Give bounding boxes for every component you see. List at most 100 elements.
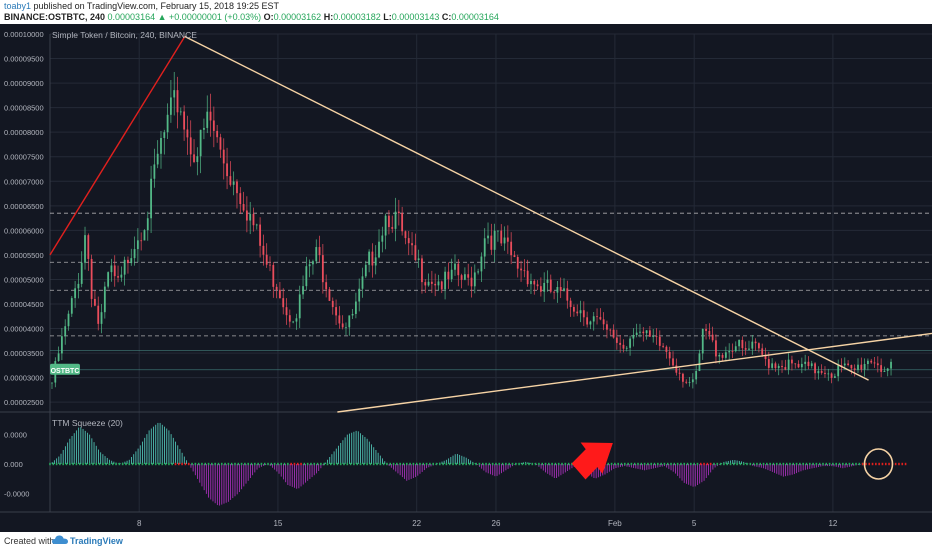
candle-body bbox=[678, 372, 681, 374]
candle-body bbox=[351, 313, 354, 316]
squeeze-dot bbox=[858, 462, 861, 466]
price-tick-label: 0.00003000 bbox=[4, 374, 44, 383]
candle-body bbox=[90, 258, 93, 299]
squeeze-dot bbox=[772, 462, 775, 466]
candle-body bbox=[196, 156, 199, 163]
squeeze-dot-active bbox=[881, 462, 884, 466]
candle-body bbox=[566, 288, 569, 301]
candle-body bbox=[824, 372, 826, 374]
author-link[interactable]: toaby1 bbox=[4, 1, 32, 11]
price-tick-label: 0.00005500 bbox=[4, 251, 44, 260]
created-with-text: Created with bbox=[4, 536, 55, 546]
candle-body bbox=[57, 353, 60, 362]
candle-body bbox=[305, 266, 308, 287]
squeeze-dot bbox=[508, 462, 510, 466]
candle-body bbox=[401, 213, 404, 232]
candle-body bbox=[599, 317, 602, 320]
squeeze-dot bbox=[214, 462, 216, 466]
squeeze-dot bbox=[729, 462, 732, 466]
squeeze-dot bbox=[270, 462, 273, 466]
squeeze-dot bbox=[752, 462, 755, 466]
candle-body bbox=[497, 230, 499, 232]
candle-body bbox=[807, 361, 810, 367]
squeeze-dot bbox=[389, 462, 392, 466]
squeeze-dot bbox=[518, 462, 520, 466]
squeeze-dot bbox=[277, 462, 279, 466]
candle-body bbox=[437, 281, 440, 286]
squeeze-dot bbox=[432, 462, 434, 466]
publish-line: toaby1 published on TradingView.com, Feb… bbox=[4, 1, 279, 11]
candle-body bbox=[156, 153, 159, 165]
candle-body bbox=[120, 274, 123, 278]
tradingview-brand[interactable]: TradingView bbox=[70, 536, 123, 546]
squeeze-dot bbox=[346, 462, 349, 466]
squeeze-dot bbox=[732, 462, 735, 466]
candle-body bbox=[754, 341, 757, 344]
squeeze-dot bbox=[832, 462, 834, 466]
candle-body bbox=[345, 327, 347, 329]
squeeze-dot bbox=[845, 462, 847, 466]
candle-body bbox=[682, 373, 684, 382]
chart-canvas[interactable]: 0.00010000 0.00009500 0.00009000 0.00008500… bbox=[0, 24, 932, 532]
candle-body bbox=[160, 138, 162, 154]
squeeze-dot bbox=[769, 462, 771, 466]
candle-body bbox=[143, 230, 146, 241]
squeeze-dot bbox=[333, 462, 335, 466]
last-price: 0.00003164 bbox=[107, 12, 156, 22]
squeeze-dot bbox=[197, 462, 200, 466]
candle-body bbox=[526, 270, 529, 285]
close-label: C: bbox=[441, 12, 452, 22]
indicator-tick-label: 0.0000 bbox=[4, 431, 27, 440]
candle-body bbox=[216, 130, 219, 138]
candle-body bbox=[424, 282, 427, 286]
squeeze-dot bbox=[141, 462, 144, 466]
squeeze-dot bbox=[283, 462, 286, 466]
candle-body bbox=[847, 363, 849, 366]
candle-body bbox=[629, 338, 631, 348]
chart-title: Simple Token / Bitcoin, 240, BINANCE bbox=[52, 30, 197, 40]
squeeze-dot bbox=[247, 462, 250, 466]
squeeze-dot bbox=[65, 462, 68, 466]
time-tick-label: 5 bbox=[692, 519, 697, 528]
squeeze-dot bbox=[511, 462, 514, 466]
candle-body bbox=[771, 363, 774, 368]
candle-body bbox=[374, 257, 377, 266]
price-axis: 0.00010000 0.00009500 0.00009000 0.00008500… bbox=[4, 30, 80, 498]
squeeze-dot-active bbox=[901, 462, 904, 466]
candle-body bbox=[553, 291, 555, 293]
candle-body bbox=[150, 178, 152, 219]
candle-body bbox=[761, 348, 764, 355]
squeeze-dot bbox=[690, 462, 692, 466]
squeeze-dot-active bbox=[865, 462, 867, 466]
candle-body bbox=[74, 288, 77, 299]
candle-body bbox=[341, 323, 344, 328]
squeeze-dot bbox=[775, 462, 778, 466]
squeeze-dot bbox=[273, 462, 276, 466]
squeeze-dot bbox=[551, 462, 553, 466]
squeeze-dot bbox=[663, 462, 666, 466]
chart-area[interactable]: 0.00010000 0.00009500 0.00009000 0.00008500… bbox=[0, 24, 932, 532]
candle-body bbox=[391, 227, 394, 229]
candle-body bbox=[407, 238, 410, 244]
squeeze-dot bbox=[326, 462, 329, 466]
candle-body bbox=[226, 163, 228, 177]
squeeze-dot bbox=[673, 462, 676, 466]
squeeze-dot bbox=[359, 462, 362, 466]
squeeze-dot bbox=[234, 462, 236, 466]
candle-body bbox=[883, 370, 886, 372]
squeeze-dot bbox=[59, 462, 61, 466]
squeeze-dot bbox=[135, 462, 137, 466]
candle-body bbox=[103, 286, 106, 313]
time-tick-label: 12 bbox=[828, 519, 837, 528]
candle-body bbox=[325, 282, 328, 290]
squeeze-dot-active bbox=[904, 462, 907, 466]
squeeze-dot bbox=[640, 462, 643, 466]
candle-body bbox=[312, 261, 314, 265]
candle-body bbox=[206, 111, 209, 128]
squeeze-dot bbox=[154, 462, 157, 466]
candle-body bbox=[67, 313, 70, 327]
candle-body bbox=[711, 334, 714, 341]
squeeze-dot bbox=[657, 462, 659, 466]
price-tick-label: 0.00006000 bbox=[4, 226, 44, 235]
candle-body bbox=[245, 210, 248, 221]
